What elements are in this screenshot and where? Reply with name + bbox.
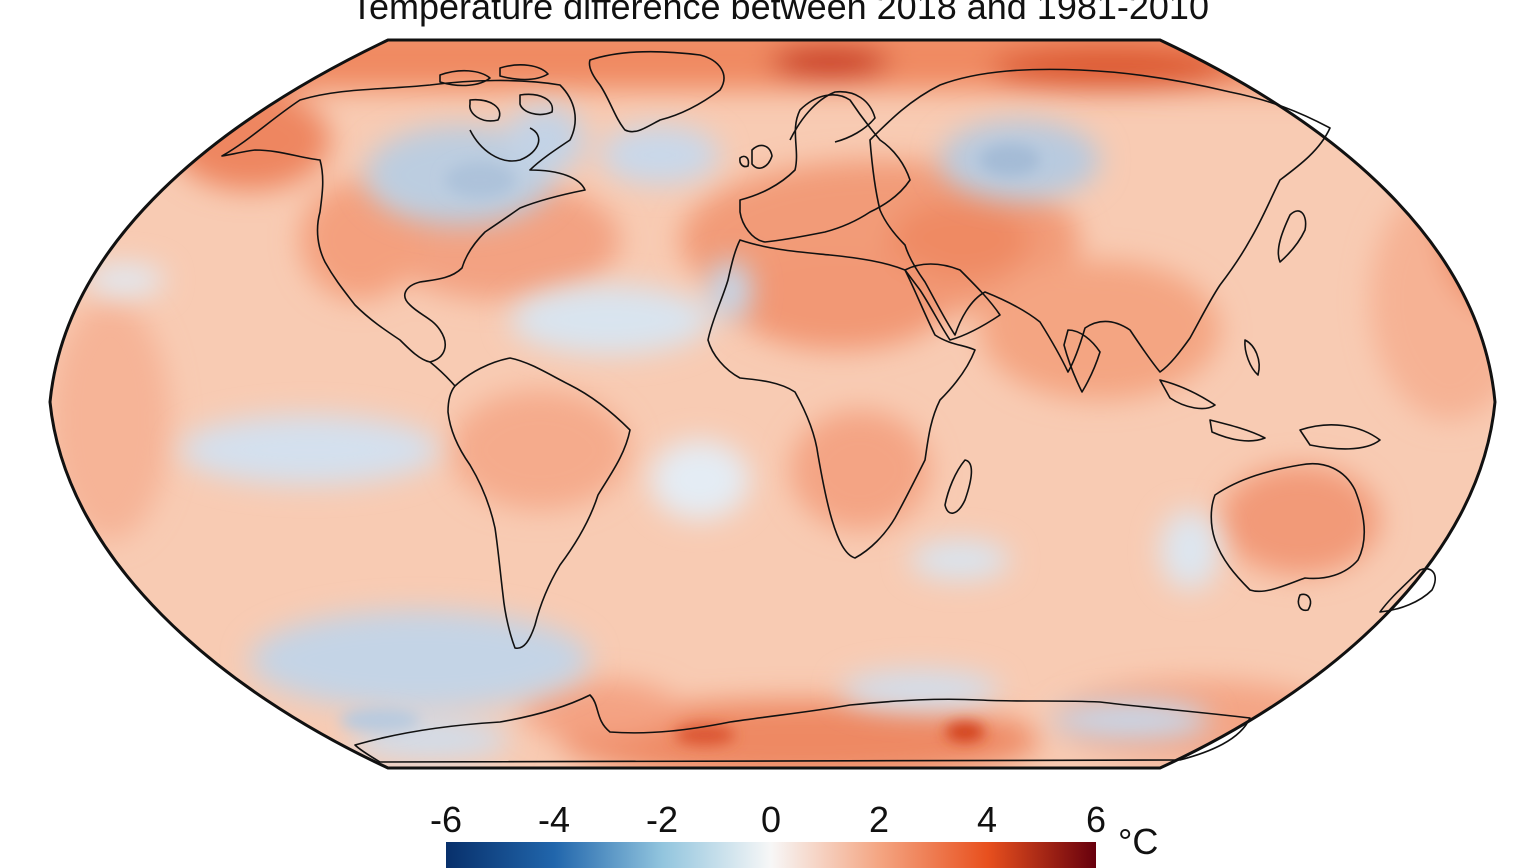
colorbar-tick: 2 <box>868 799 890 840</box>
coastline-central-america <box>429 361 456 387</box>
globe-outline <box>48 38 1497 770</box>
map-title: Temperature difference between 2018 and … <box>351 0 1209 27</box>
coastline-arabia <box>904 263 1001 341</box>
coastline-australia <box>1210 463 1365 593</box>
colorbar-tick: -4 <box>537 799 571 840</box>
coastline-europe <box>739 94 911 243</box>
colorbar-tick: -6 <box>429 799 463 840</box>
coastline-india <box>1063 329 1101 393</box>
coastline-africa <box>707 239 976 559</box>
colorbar-gradient <box>446 842 1096 868</box>
colorbar-tick: 6 <box>1085 799 1107 840</box>
coastline-south-america <box>447 357 631 649</box>
colorbar-tick: 0 <box>760 799 782 840</box>
coastline-greenland <box>588 50 725 133</box>
coastline-new-zealand <box>1379 568 1436 613</box>
colorbar-unit: °C <box>1118 821 1159 862</box>
coastline-asia <box>869 68 1331 373</box>
coastline-japan <box>1277 210 1307 263</box>
colorbar-tick: 4 <box>976 799 998 840</box>
coastline-madagascar <box>944 459 973 514</box>
coastline-north-america <box>221 79 586 363</box>
colorbar-tick: -2 <box>645 799 679 840</box>
anomaly-detail <box>340 144 1040 745</box>
